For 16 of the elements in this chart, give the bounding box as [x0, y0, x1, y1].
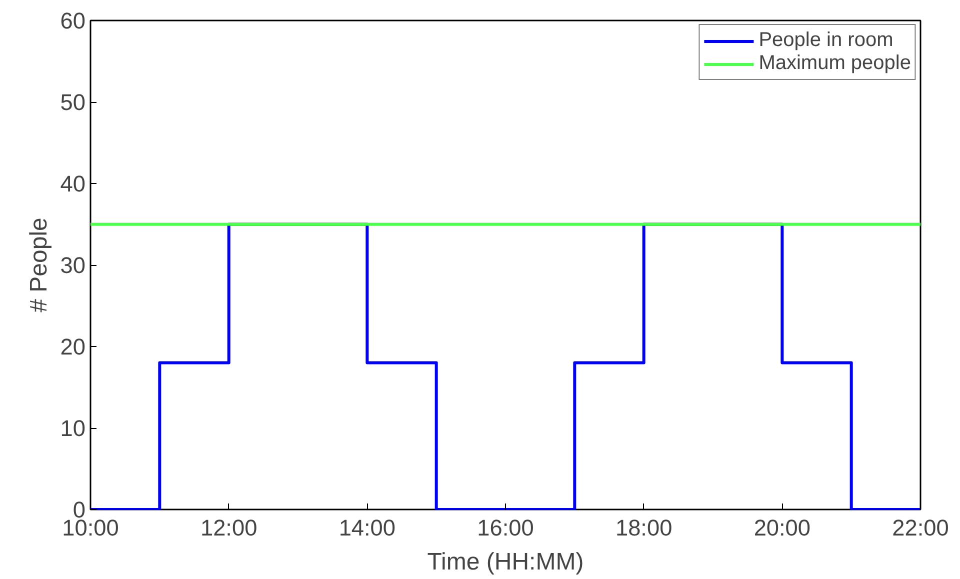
x-tick-label: 12:00 — [200, 514, 258, 540]
x-tick-label: 22:00 — [892, 514, 949, 540]
y-tick-label: 50 — [60, 89, 86, 115]
y-tick-label: 20 — [60, 334, 86, 360]
legend-label: People in room — [758, 29, 894, 52]
y-tick-label: 30 — [60, 252, 86, 278]
x-tick-label: 16:00 — [477, 514, 534, 540]
y-axis-title: # People — [25, 218, 52, 312]
y-tick-label: 60 — [60, 8, 86, 34]
y-tick-label: 40 — [60, 170, 86, 196]
x-axis-title: Time (HH:MM) — [427, 548, 584, 576]
y-tick-label: 10 — [60, 415, 86, 441]
x-tick-label: 14:00 — [338, 514, 396, 540]
legend-label: Maximum people — [758, 52, 911, 75]
x-tick-label: 20:00 — [754, 514, 811, 540]
x-tick-label: 18:00 — [615, 514, 672, 540]
